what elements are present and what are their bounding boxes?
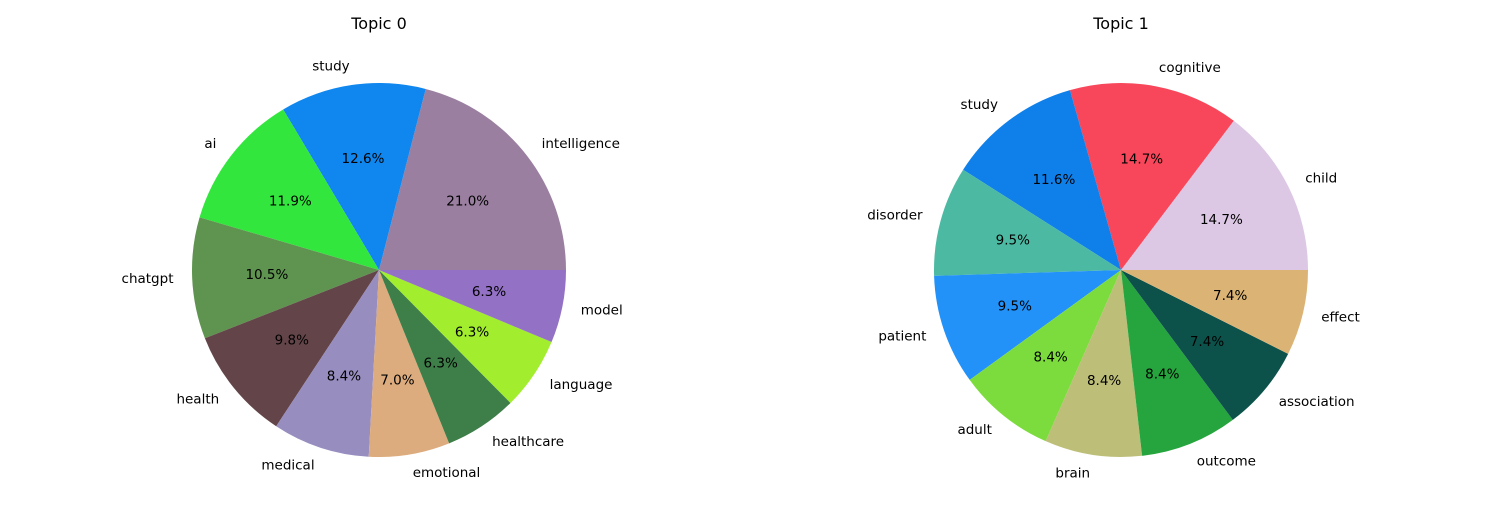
slice-percent-medical: 8.4% [327, 369, 361, 385]
slice-label-effect: effect [1321, 309, 1360, 325]
pie-slice-adult [969, 270, 1121, 442]
slice-label-cognitive: cognitive [1159, 60, 1221, 76]
pie-slice-model [379, 270, 566, 343]
slice-label-ai: ai [204, 136, 216, 152]
slice-label-outcome: outcome [1197, 453, 1256, 469]
slice-label-study: study [961, 97, 998, 113]
pie-slice-outcome [1121, 270, 1233, 456]
slice-percent-intelligence: 21.0% [446, 193, 489, 209]
pie-slice-healthcare [379, 270, 511, 444]
pie-slices-topic-1 [933, 82, 1308, 458]
slice-percent-study: 11.6% [1032, 172, 1075, 188]
slice-percent-effect: 7.4% [1213, 288, 1247, 304]
pie-chart-topic-0: Topic 0 intelligence 21.0% study 12.6% ai 11.… [122, 14, 623, 481]
slice-percent-language: 6.3% [455, 325, 489, 341]
slice-label-emotional: emotional [413, 465, 481, 481]
chart-title-topic-1: Topic 1 [1092, 14, 1149, 33]
pie-chart-topic-1: Topic 1 child 14.7% cognitive 14.7% study 11.… [867, 14, 1360, 481]
pie-slice-emotional [368, 270, 450, 458]
slice-percent-study: 12.6% [342, 151, 385, 167]
slice-percent-adult: 8.4% [1033, 349, 1067, 365]
slice-label-intelligence: intelligence [542, 136, 620, 152]
slice-label-disorder: disorder [867, 208, 923, 224]
pie-labels-topic-0: intelligence 21.0% study 12.6% ai 11.9% chatgp… [122, 58, 623, 481]
slice-percent-chatgpt: 10.5% [245, 267, 288, 283]
slice-percent-model: 6.3% [472, 284, 506, 300]
slice-percent-child: 14.7% [1200, 212, 1243, 228]
slice-label-patient: patient [878, 329, 926, 345]
slice-label-language: language [550, 377, 613, 393]
slice-label-medical: medical [261, 457, 314, 473]
pie-slice-language [379, 270, 552, 403]
slice-percent-ai: 11.9% [269, 193, 312, 209]
slice-percent-disorder: 9.5% [996, 232, 1030, 248]
slice-label-healthcare: healthcare [492, 434, 564, 450]
slice-percent-healthcare: 6.3% [424, 356, 458, 372]
pie-slice-effect [1121, 270, 1308, 354]
pie-slice-disorder [933, 169, 1121, 276]
pie-slice-brain [1045, 270, 1143, 458]
chart-title-topic-0: Topic 0 [350, 14, 407, 33]
slice-label-association: association [1279, 394, 1355, 410]
slice-label-study: study [312, 58, 349, 74]
slice-percent-patient: 9.5% [998, 298, 1032, 314]
slice-percent-cognitive: 14.7% [1120, 152, 1163, 168]
slice-label-brain: brain [1055, 465, 1090, 481]
pie-slice-medical [276, 270, 379, 457]
pie-slice-cognitive [1069, 82, 1234, 270]
slice-label-adult: adult [957, 422, 991, 438]
slice-percent-outcome: 8.4% [1145, 366, 1179, 382]
pie-slice-chatgpt [191, 217, 379, 339]
pie-slices-topic-0 [191, 83, 566, 458]
pie-labels-topic-1: child 14.7% cognitive 14.7% study 11.6% disord… [867, 60, 1360, 482]
pie-slice-association [1121, 270, 1289, 420]
pie-slice-health [204, 270, 379, 427]
slice-label-health: health [176, 392, 219, 408]
slice-percent-association: 7.4% [1190, 334, 1224, 350]
pie-slice-patient [934, 270, 1121, 380]
slice-percent-brain: 8.4% [1087, 373, 1121, 389]
slice-label-chatgpt: chatgpt [122, 271, 174, 287]
pie-slice-ai [199, 109, 379, 270]
pie-slice-intelligence [379, 88, 566, 270]
slice-label-model: model [581, 302, 623, 318]
pie-slice-child [1121, 120, 1308, 270]
pie-slice-study [283, 83, 426, 270]
slice-percent-emotional: 7.0% [380, 373, 414, 389]
slice-label-child: child [1305, 170, 1337, 186]
slice-percent-health: 9.8% [275, 333, 309, 349]
pie-slice-study [963, 90, 1121, 270]
